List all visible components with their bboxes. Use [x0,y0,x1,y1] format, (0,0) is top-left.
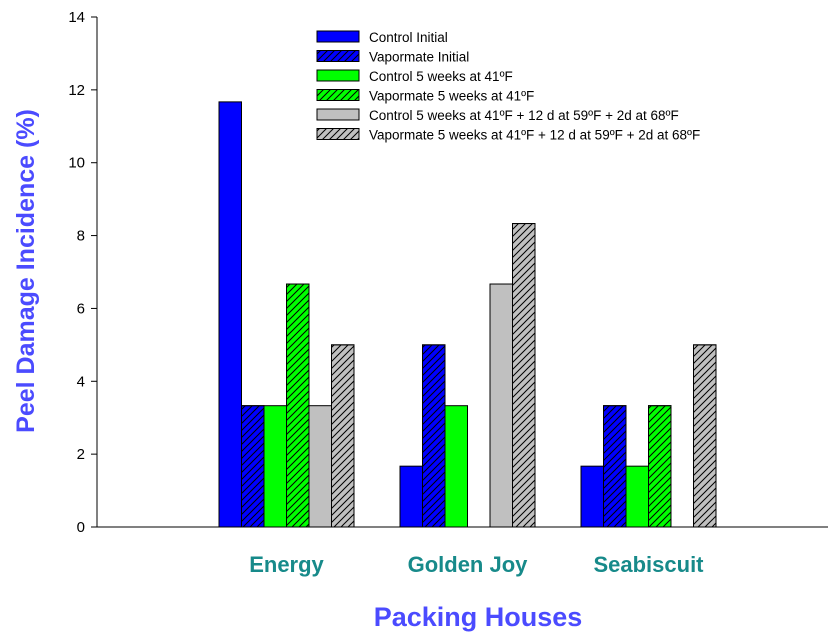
bar [580,465,604,528]
y-tick-label: 12 [68,82,85,99]
legend-label: Vapormate 5 weeks at 41ºF [369,89,534,104]
legend-label: Vapormate 5 weeks at 41ºF + 12 d at 59ºF… [369,128,700,143]
legend-swatch [316,69,360,82]
x-category-label: Seabiscuit [593,552,704,577]
bar [308,405,332,528]
legend-label: Control 5 weeks at 41ºF [369,69,513,84]
bar [399,465,423,528]
y-tick-label: 10 [68,155,85,172]
legend-label: Vapormate Initial [369,50,469,65]
bar [625,465,649,528]
y-tick-label: 14 [68,9,85,26]
bar-hatch [648,405,672,528]
bar-hatch [693,344,717,528]
bar-hatch [241,405,265,528]
bar [263,405,287,528]
bar [489,283,513,528]
bar-hatch [603,405,627,528]
bar-hatch [422,344,446,528]
y-tick-label: 2 [77,446,85,463]
legend-swatch-hatch [316,89,360,101]
y-tick-label: 4 [77,373,85,390]
bar [444,405,468,528]
y-axis-title: Peel Damage Incidence (%) [12,109,40,433]
plot-area: 0 2 4 6 8 10 12 14 Energy Golden Joy Seabiscuit Con… [68,9,828,577]
legend-swatch [316,108,360,121]
y-tick-label: 0 [77,519,85,536]
bar-hatch [512,223,536,528]
x-category-label: Energy [249,552,324,577]
bar-hatch [331,344,355,528]
legend-label: Control 5 weeks at 41ºF + 12 d at 59ºF +… [369,108,679,123]
legend-swatch-hatch [316,50,360,62]
x-category-label: Golden Joy [408,552,529,577]
legend-swatch-hatch [316,128,360,140]
legend-swatch [316,30,360,43]
y-tick-label: 8 [77,228,85,245]
y-tick-label: 6 [77,300,85,317]
bar [218,101,242,528]
bar-hatch [286,283,310,528]
legend-label: Control Initial [369,30,448,45]
x-axis-title: Packing Houses [374,602,583,632]
